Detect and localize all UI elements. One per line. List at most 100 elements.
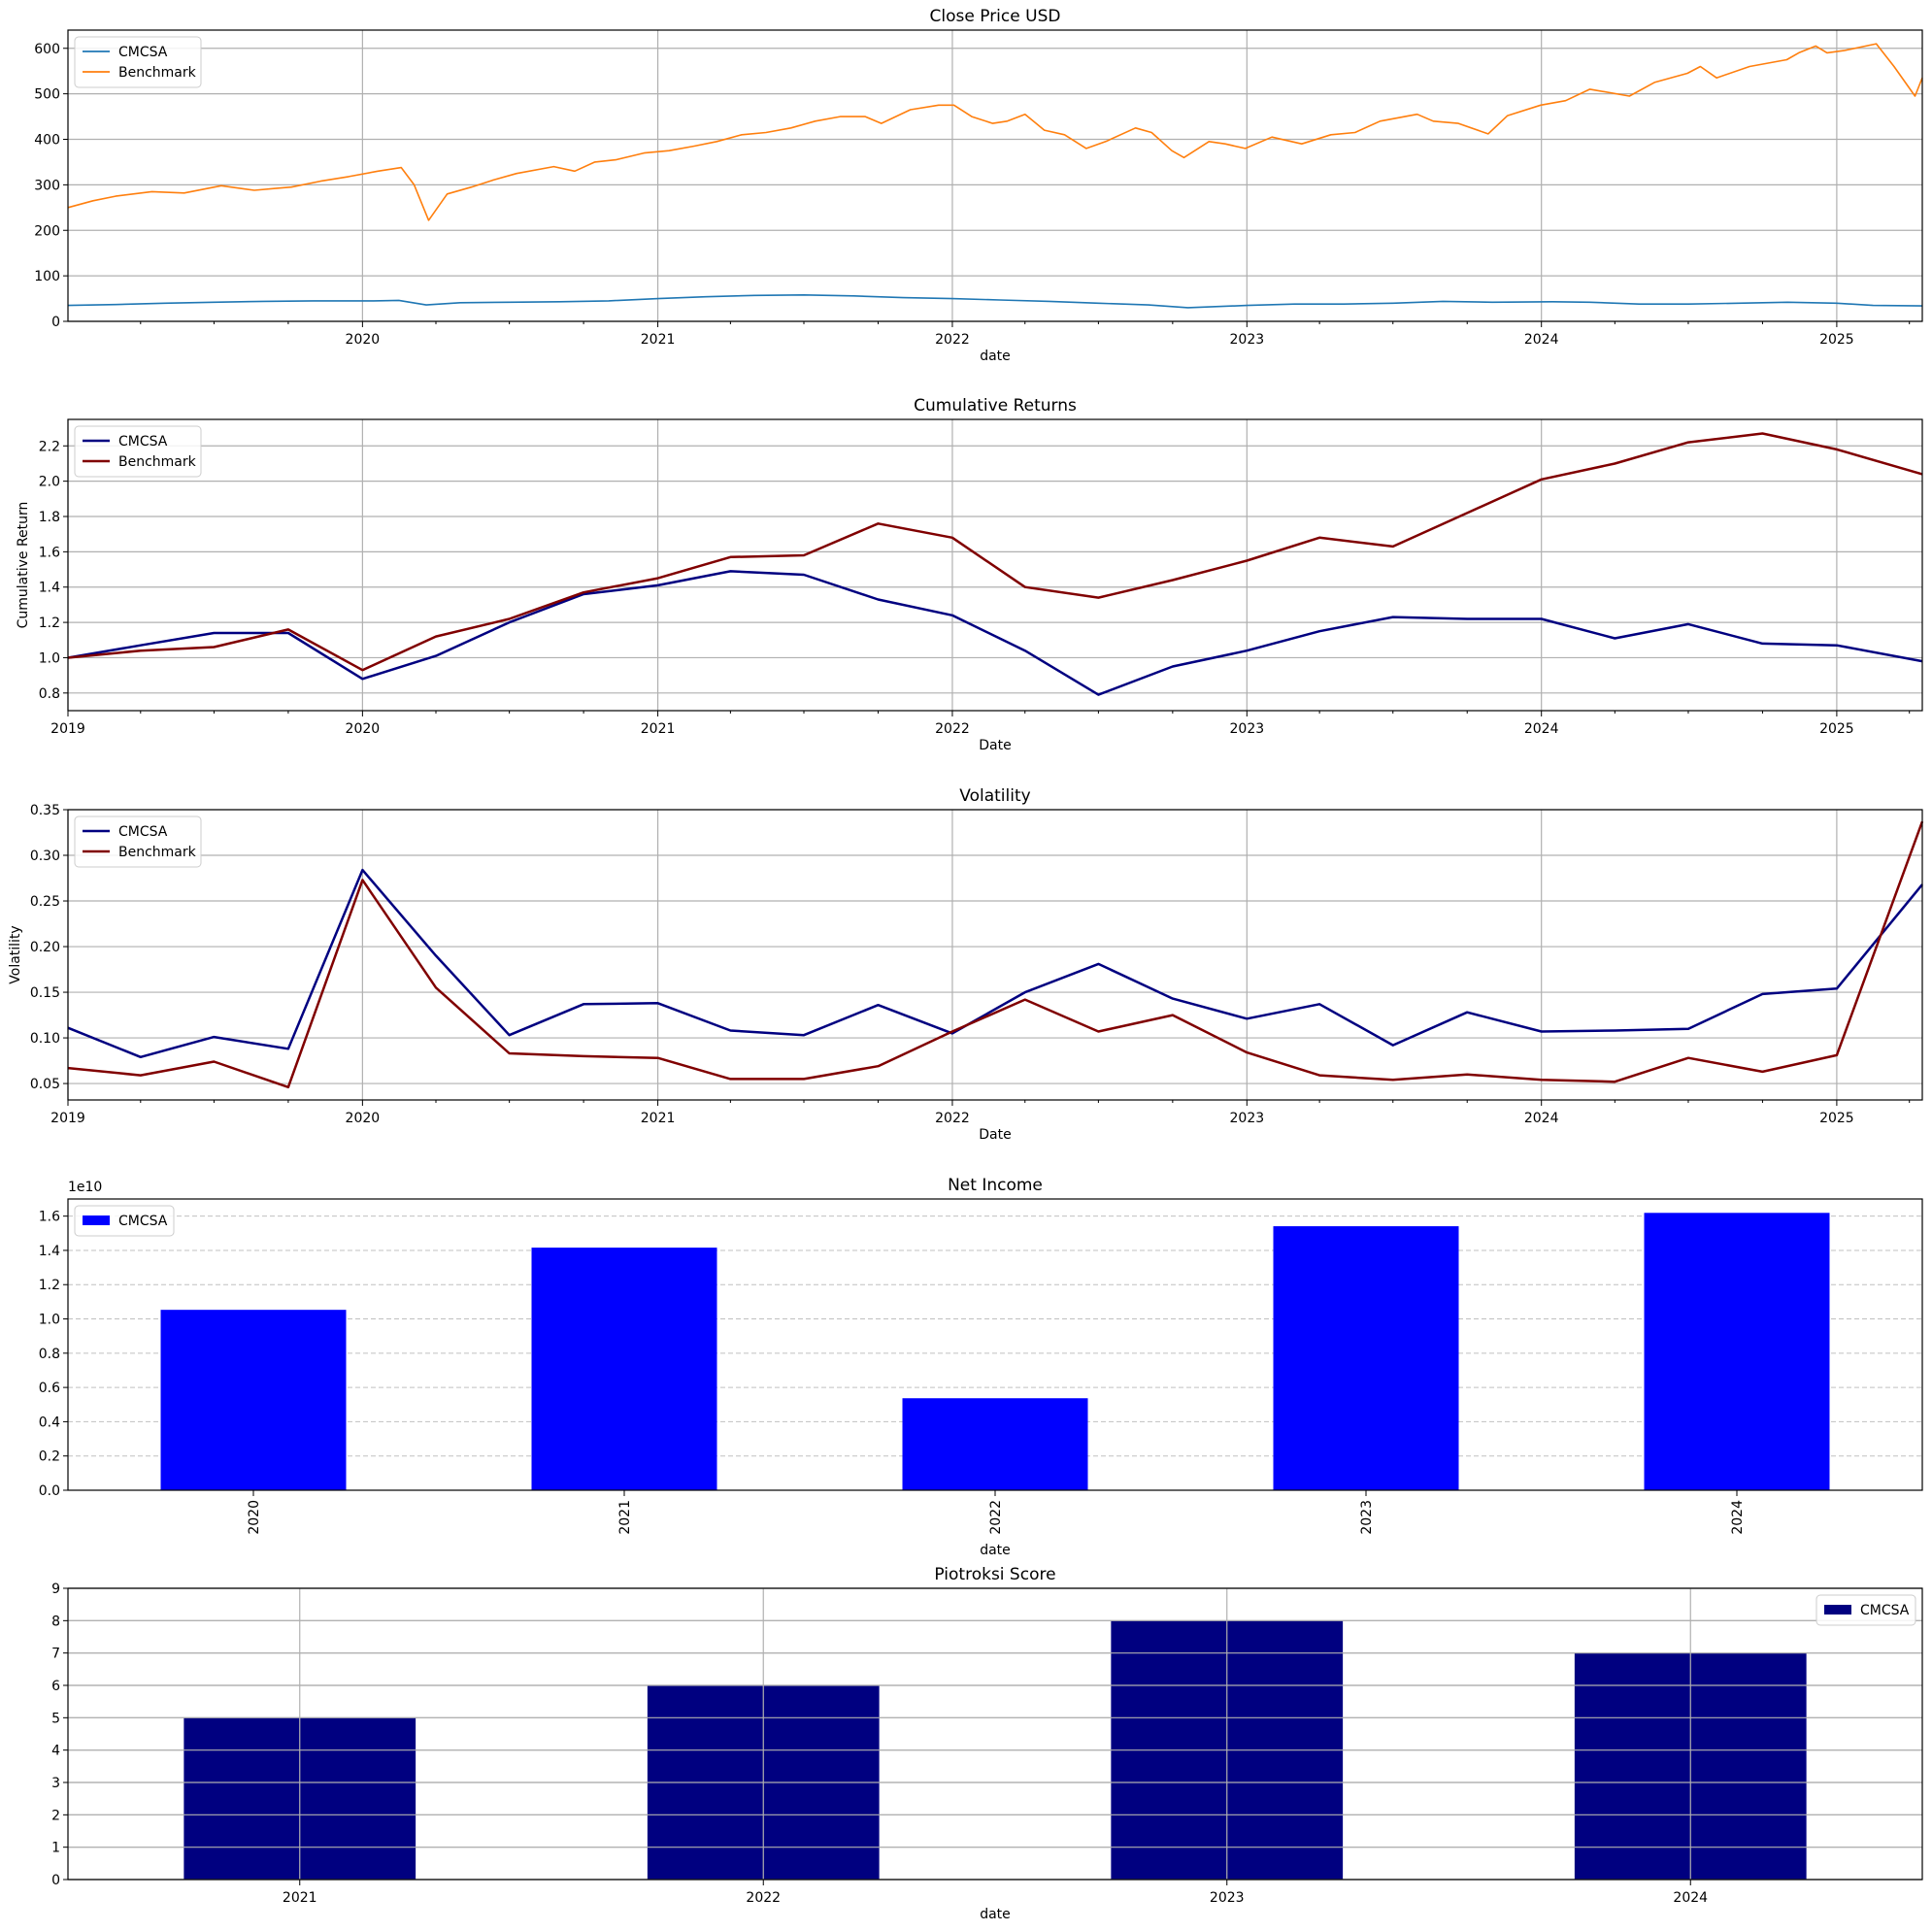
y-tick-label: 9	[51, 1581, 60, 1597]
chart-title: Volatility	[959, 786, 1030, 806]
y-tick-label: 600	[34, 42, 60, 57]
y-tick-label: 1.4	[39, 1244, 60, 1259]
chart-title: Piotroksi Score	[934, 1565, 1055, 1584]
y-tick-label: 1.2	[39, 1278, 60, 1293]
y-tick-label: 8	[51, 1614, 60, 1629]
y-tick-label: 0	[51, 315, 60, 330]
legend: CMCSA	[1815, 1594, 1916, 1626]
chart-1: Close Price USD 0 100 200 300 400 500 600 2020 20…	[34, 7, 1923, 364]
legend-box	[74, 1205, 175, 1237]
grid	[67, 419, 1922, 711]
x-tick-label: 2021	[641, 332, 676, 348]
y-axis-label: Cumulative Return	[16, 502, 31, 629]
grid	[67, 809, 1922, 1100]
chart-5: Piotroksi Score 0 1 2 3 4 5 6 7 8 9 2021 2022 2023 202…	[51, 1565, 1923, 1922]
x-tick-label: 2022	[935, 332, 970, 348]
legend-swatch-cmcsa	[83, 1215, 110, 1225]
x-tick-label: 2024	[1730, 1500, 1746, 1535]
y-tick-label: 2.0	[39, 475, 60, 490]
chart-3: Volatility 0.05 0.10 0.15 0.20 0.25 0.30 0.35 20…	[8, 786, 1924, 1143]
y-tick-label: 1.6	[39, 545, 60, 560]
y-tick-label: 2	[51, 1808, 60, 1823]
series-line-cmcsa	[67, 293, 1923, 309]
x-tick-label: 2024	[1673, 1890, 1708, 1906]
x-axis-label: Date	[979, 1127, 1011, 1143]
y-tick-label: 0.30	[30, 849, 60, 864]
x-tick-label: 2021	[641, 1111, 676, 1126]
y-axis-label: Volatility	[8, 925, 23, 983]
x-tick-label: 2025	[1819, 721, 1854, 737]
legend-swatch-cmcsa	[1824, 1605, 1851, 1615]
y-tick-label: 1.6	[39, 1210, 60, 1225]
chart-title: Cumulative Returns	[914, 396, 1077, 416]
legend: CMCSA Benchmark	[74, 425, 202, 478]
y-tick-label: 1.2	[39, 616, 60, 631]
y-tick-label: 2.2	[39, 439, 60, 454]
axes-frame	[67, 1587, 1923, 1881]
y-tick-label: 7	[51, 1647, 60, 1662]
x-axis-label: date	[980, 349, 1011, 364]
x-tick-label: 2024	[1524, 721, 1559, 737]
axes-frame	[67, 809, 1923, 1101]
legend-box	[74, 816, 202, 868]
legend-box	[1815, 1594, 1916, 1626]
bar-2023	[1273, 1226, 1459, 1490]
chart-title: Close Price USD	[930, 7, 1061, 26]
y-tick-label: 300	[34, 178, 60, 193]
y-tick-label: 1.4	[39, 581, 60, 596]
x-tick-label: 2024	[1524, 1111, 1559, 1126]
x-tick-label: 2021	[641, 721, 676, 737]
y-tick-label: 0.10	[30, 1031, 60, 1047]
y-tick-label: 0	[51, 1873, 60, 1888]
y-tick-label: 0.20	[30, 940, 60, 955]
y-offset-label: 1e10	[68, 1180, 102, 1195]
y-tick-label: 1.8	[39, 510, 60, 525]
x-tick-label: 2020	[346, 721, 381, 737]
y-tick-label: 0.25	[30, 894, 60, 910]
x-tick-label: 2020	[346, 1111, 381, 1126]
y-tick-label: 4	[51, 1744, 60, 1759]
x-tick-label: 2025	[1819, 1111, 1854, 1126]
axes-frame	[67, 29, 1923, 322]
x-tick-label: 2022	[935, 721, 970, 737]
legend-label-cmcsa: CMCSA	[118, 1214, 168, 1229]
x-tick-label: 2023	[1230, 332, 1265, 348]
legend-box	[74, 425, 202, 478]
y-tick-label: 3	[51, 1776, 60, 1791]
legend: CMCSA	[74, 1205, 175, 1237]
x-tick-label: 2020	[346, 332, 381, 348]
legend-label-cmcsa: CMCSA	[118, 434, 168, 449]
y-tick-label: 0.8	[39, 686, 60, 702]
chart-title: Net Income	[948, 1176, 1043, 1195]
x-tick-label: 2021	[617, 1500, 633, 1535]
x-axis-label: Date	[979, 738, 1011, 753]
chart-4: Net Income 0.0 0.2 0.4 0.6 0.8 1.0 1.2 1.4 1.6 202…	[39, 1176, 1923, 1558]
series-line-benchmark	[67, 820, 1924, 1089]
y-tick-label: 0.35	[30, 803, 60, 818]
axes-frame	[67, 418, 1923, 712]
x-tick-label: 2023	[1359, 1500, 1375, 1535]
series-line-cmcsa	[67, 570, 1923, 696]
x-tick-label: 2019	[50, 1111, 85, 1126]
y-tick-label: 0.4	[39, 1415, 60, 1430]
grid	[68, 30, 1922, 322]
x-axis-label: date	[980, 1907, 1011, 1922]
x-tick-label: 2023	[1210, 1890, 1245, 1906]
legend-label-cmcsa: CMCSA	[1860, 1603, 1910, 1618]
y-tick-label: 0.2	[39, 1449, 60, 1465]
y-tick-label: 500	[34, 87, 60, 103]
x-tick-label: 2023	[1230, 721, 1265, 737]
bar-2020	[160, 1310, 347, 1490]
series-line-benchmark	[67, 43, 1923, 221]
x-tick-label: 2021	[283, 1890, 317, 1906]
y-tick-label: 0.05	[30, 1077, 60, 1092]
bar-2022	[902, 1398, 1088, 1490]
legend: CMCSA Benchmark	[74, 816, 202, 868]
x-tick-label: 2022	[988, 1500, 1004, 1535]
y-tick-label: 0.0	[39, 1483, 60, 1499]
x-tick-label: 2025	[1819, 332, 1854, 348]
bar-2024	[1644, 1213, 1830, 1490]
legend: CMCSA Benchmark	[74, 36, 202, 88]
x-tick-label: 2024	[1524, 332, 1559, 348]
